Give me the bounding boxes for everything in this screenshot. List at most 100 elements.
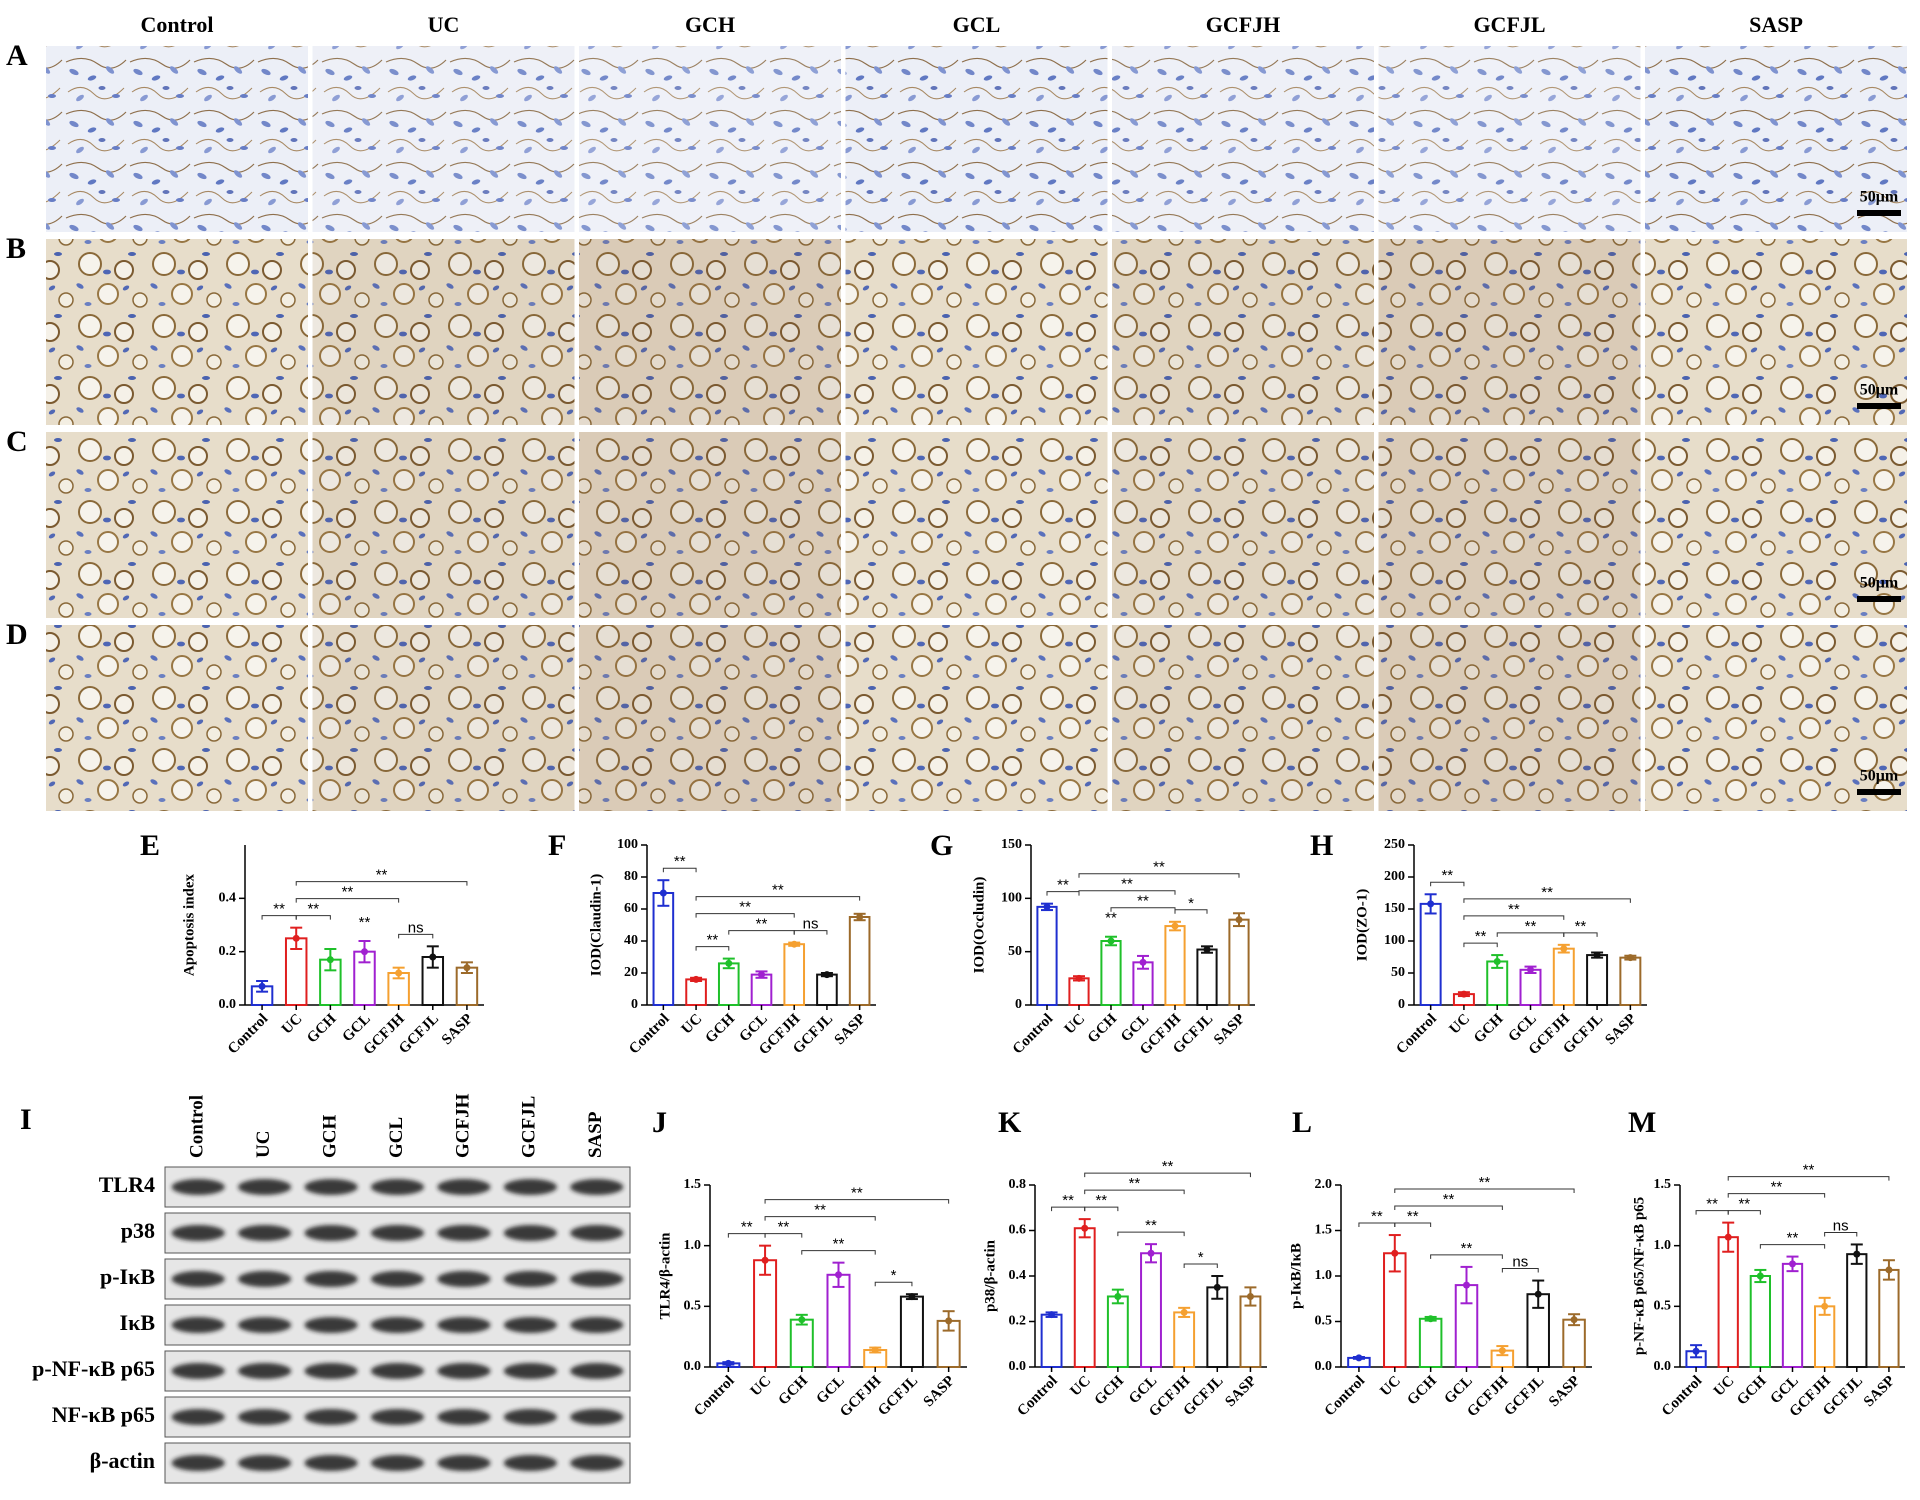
- significance-label: **: [778, 1219, 790, 1236]
- significance-label: **: [1407, 1208, 1419, 1225]
- image-shade: [845, 46, 1108, 232]
- mean-dot: [835, 1271, 842, 1279]
- bar: [717, 962, 740, 1007]
- blot-band: [437, 1455, 491, 1471]
- blot-band: [304, 1363, 358, 1379]
- y-tick-label: 0.0: [1009, 1359, 1027, 1374]
- mean-dot: [1246, 1292, 1254, 1300]
- histology-image: [46, 239, 308, 425]
- blot-band: [570, 1179, 624, 1195]
- significance-bracket: [695, 946, 730, 951]
- significance-bracket: [295, 915, 331, 920]
- mean-dot: [1724, 1233, 1732, 1241]
- blot-band: [304, 1317, 358, 1333]
- mean-dot: [1427, 900, 1435, 908]
- significance-bracket: [764, 1216, 876, 1221]
- significance-label: **: [814, 1202, 826, 1219]
- bracket-line: [1727, 1210, 1761, 1215]
- significance-bracket: [1078, 873, 1240, 878]
- mean-dot: [429, 953, 437, 961]
- column-label: GCFJL: [1473, 12, 1545, 37]
- significance-bracket: [1078, 890, 1176, 895]
- mean-dot: [1043, 903, 1051, 911]
- histology-image: [1645, 46, 1907, 232]
- image-shade: [579, 46, 841, 232]
- histology-image: [845, 432, 1108, 618]
- image-shade: [845, 625, 1108, 811]
- bar: [1586, 954, 1609, 1007]
- x-tick-label: Control: [1014, 1373, 1060, 1419]
- bracket-line: [1501, 1268, 1539, 1273]
- significance-bracket: [1430, 881, 1465, 887]
- histology-image: [1645, 432, 1907, 618]
- image-shade: [579, 625, 841, 811]
- mean-dot: [1048, 1311, 1056, 1319]
- histology-image: [312, 46, 575, 232]
- significance-bracket: [662, 867, 697, 873]
- x-tick-label: GCH: [703, 1011, 739, 1047]
- mean-dot: [1756, 1272, 1764, 1280]
- panel-letter: I: [20, 1103, 32, 1136]
- bar: [899, 1295, 924, 1369]
- protein-label: NF-κB p65: [52, 1402, 155, 1427]
- significance-bracket: [295, 881, 468, 886]
- image-shade: [312, 239, 575, 425]
- column-label: GCFJH: [1206, 12, 1281, 37]
- significance-label: **: [307, 901, 319, 918]
- image-shade: [1112, 625, 1374, 811]
- blot-band: [503, 1317, 557, 1333]
- mean-dot: [692, 975, 700, 983]
- blot-band: [171, 1225, 225, 1241]
- x-tick-label: GCFJL: [1501, 1373, 1547, 1419]
- blot-band: [503, 1271, 557, 1287]
- histology-image: [579, 46, 841, 232]
- bracket-line: [1727, 1193, 1826, 1198]
- x-tick-label: Control: [1322, 1373, 1368, 1419]
- bar: [1749, 1275, 1771, 1368]
- significance-label: **: [1137, 893, 1149, 910]
- mean-dot: [1180, 1308, 1188, 1316]
- bracket-line: [1394, 1222, 1432, 1228]
- y-axis-label: p-NF-κB p65/NF-κB p65: [1631, 1197, 1647, 1355]
- mean-dot: [1463, 1281, 1470, 1289]
- histology-image: [1378, 432, 1641, 618]
- significance-label: ns: [408, 919, 424, 936]
- x-tick-label: GCFJH: [837, 1373, 884, 1420]
- panel-letter: F: [548, 829, 566, 862]
- histology-image: [579, 432, 841, 618]
- image-shade: [312, 432, 575, 618]
- x-tick-label: GCFJL: [875, 1373, 921, 1419]
- significance-bracket: [728, 930, 795, 935]
- scale-bar-label: 50μm: [1860, 768, 1899, 785]
- blot-band: [304, 1409, 358, 1425]
- panel-letter: J: [652, 1106, 667, 1139]
- lane-label: Control: [187, 1095, 208, 1158]
- bracket-line: [695, 913, 795, 918]
- bracket-line: [295, 881, 468, 886]
- blot-band: [437, 1409, 491, 1425]
- bracket-line: [1463, 942, 1498, 948]
- blot-band: [238, 1317, 292, 1333]
- protein-label: p38: [121, 1218, 155, 1243]
- x-tick-label: UC: [1711, 1373, 1738, 1400]
- x-tick-label: GCH: [1092, 1373, 1128, 1409]
- significance-label: **: [1057, 877, 1069, 894]
- blot-band: [437, 1363, 491, 1379]
- blot-band: [304, 1179, 358, 1195]
- bar: [783, 943, 806, 1007]
- y-tick-label: 0: [1398, 997, 1405, 1012]
- y-tick-label: 250: [1384, 837, 1405, 852]
- bar: [1418, 1317, 1443, 1369]
- y-tick-label: 0.0: [1654, 1359, 1672, 1374]
- bracket-line: [1824, 1231, 1858, 1237]
- x-tick-label: SASP: [1861, 1373, 1898, 1410]
- bar: [1164, 925, 1186, 1006]
- lane-label: GCFJL: [519, 1096, 540, 1158]
- bar: [1619, 956, 1642, 1007]
- bracket-line: [398, 933, 434, 939]
- panel-letter: E: [140, 829, 160, 862]
- blot-band: [370, 1409, 425, 1425]
- bar: [1068, 977, 1090, 1006]
- histology-image: [1378, 46, 1641, 232]
